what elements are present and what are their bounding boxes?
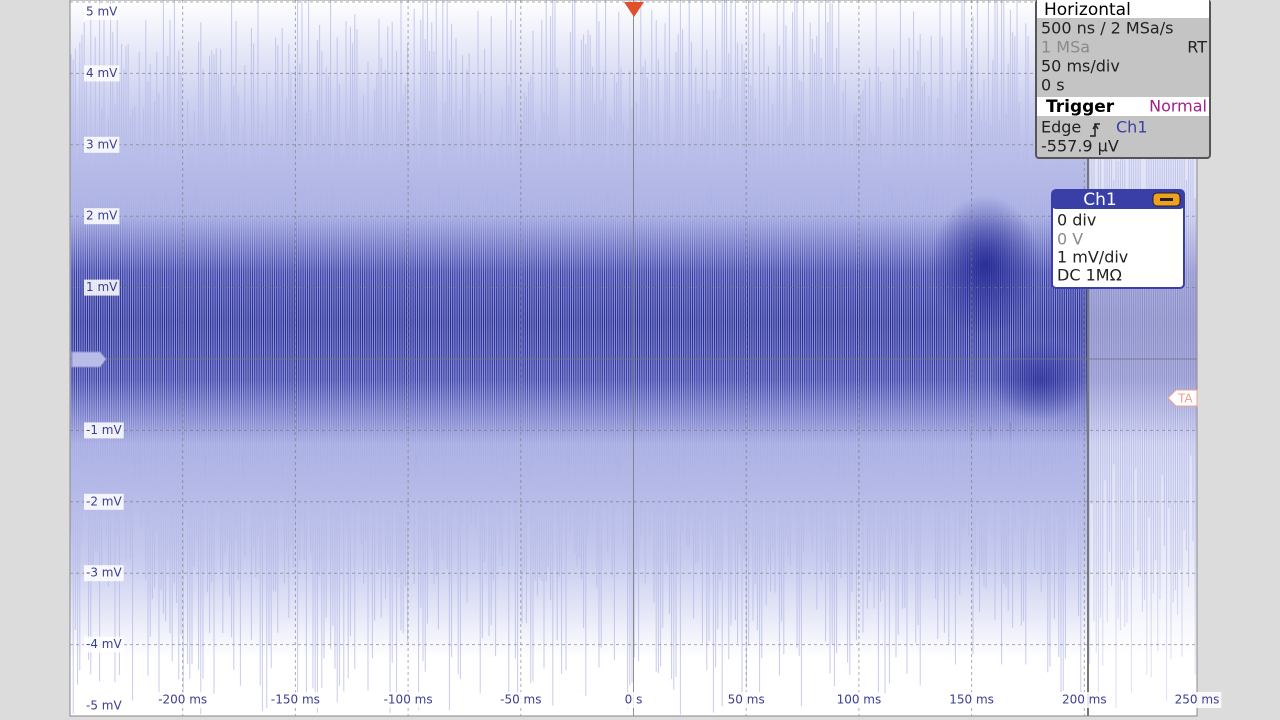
y-axis-label: -2 mV — [86, 494, 122, 508]
y-axis-label: 3 mV — [86, 137, 118, 151]
y-axis-label: -3 mV — [86, 566, 122, 580]
y-axis-label: -5 mV — [86, 699, 122, 713]
channel-scale: 1 mV/div — [1057, 248, 1128, 267]
channel-coupling: DC 1MΩ — [1057, 266, 1122, 285]
x-axis-label: 250 ms — [1175, 693, 1220, 707]
y-label-background — [84, 65, 120, 82]
y-label-background — [84, 208, 120, 225]
channel-title: Ch1 — [1083, 190, 1116, 210]
channel-panel[interactable]: Ch1 0 div 0 V 1 mV/div DC 1MΩ — [1051, 189, 1185, 289]
x-axis-label: 0 s — [625, 693, 643, 707]
trigger-source: Ch1 — [1116, 118, 1148, 137]
x-label-background — [947, 692, 996, 708]
x-label-background — [1059, 692, 1109, 708]
memory-depth: 1 MSa — [1041, 38, 1090, 57]
trigger-title: Trigger — [1046, 97, 1115, 117]
grid — [69, 0, 1198, 717]
trigger-type: Edge — [1041, 118, 1081, 137]
x-axis-label: 150 ms — [949, 693, 994, 707]
y-label-background — [84, 565, 124, 582]
x-axis-label: -200 ms — [158, 693, 207, 707]
acquisition-mode: RT — [1187, 38, 1207, 57]
y-axis-label: -4 mV — [86, 637, 122, 651]
y-axis-label: 1 mV — [86, 280, 118, 294]
x-label-background — [156, 692, 210, 708]
panel-header — [1037, 0, 1209, 18]
x-label-background — [834, 692, 884, 708]
channel-offset-div: 0 div — [1057, 211, 1096, 230]
time-scale: 50 ms/div — [1041, 57, 1120, 76]
y-label-background — [84, 698, 124, 714]
x-axis-label: 100 ms — [837, 693, 882, 707]
timebase: 500 ns / 2 MSa/s — [1041, 19, 1173, 38]
x-axis-label: 50 ms — [728, 693, 765, 707]
trigger-level-label: TA — [1177, 392, 1193, 406]
panel-header — [1052, 190, 1184, 209]
y-axis-label: 2 mV — [86, 209, 118, 223]
screen-border — [69, 0, 1198, 717]
trigger-position-marker — [624, 2, 644, 17]
waveform-bump — [930, 195, 1040, 335]
time-position: 0 s — [1041, 76, 1065, 95]
x-label-background — [268, 692, 322, 708]
y-axis-label: 4 mV — [86, 66, 118, 80]
y-axis-label: -1 mV — [86, 423, 122, 437]
trigger-level-marker — [1167, 389, 1198, 407]
x-label-background — [622, 692, 645, 708]
y-label-background — [84, 136, 120, 153]
channel-ground-marker — [71, 351, 107, 368]
x-axis-label: -150 ms — [271, 693, 320, 707]
x-label-background — [725, 692, 767, 708]
x-axis-label: 200 ms — [1062, 693, 1107, 707]
axis-labels: 5 mV 4 mV 3 mV 2 mV 1 mV -1 mV -2 mV -3 mV -4 mV… — [84, 4, 1222, 714]
panel-title: Horizontal — [1044, 0, 1131, 20]
trigger-level: -557.9 µV — [1041, 137, 1119, 156]
channel-offset-volt: 0 V — [1057, 230, 1083, 249]
y-label-background — [84, 422, 124, 439]
x-label-background — [498, 692, 544, 708]
horizontal-panel[interactable]: Horizontal 500 ns / 2 MSa/s 1 MSa RT 50 … — [1035, 0, 1211, 159]
waveform-bump — [990, 340, 1090, 420]
edge-icon — [1090, 123, 1100, 137]
x-axis-label: -100 ms — [384, 693, 433, 707]
y-label-background — [84, 4, 120, 20]
x-label-background — [1172, 692, 1222, 708]
x-axis-label: -50 ms — [500, 693, 541, 707]
panel-header — [1037, 97, 1209, 116]
x-label-background — [381, 692, 435, 708]
y-label-background — [84, 279, 120, 296]
toggle-icon — [1160, 198, 1173, 201]
y-axis-label: 5 mV — [86, 5, 118, 19]
panel-background — [1035, 0, 1211, 159]
trigger-mode: Normal — [1149, 97, 1207, 116]
y-label-background — [84, 636, 124, 653]
y-label-background — [84, 493, 124, 510]
